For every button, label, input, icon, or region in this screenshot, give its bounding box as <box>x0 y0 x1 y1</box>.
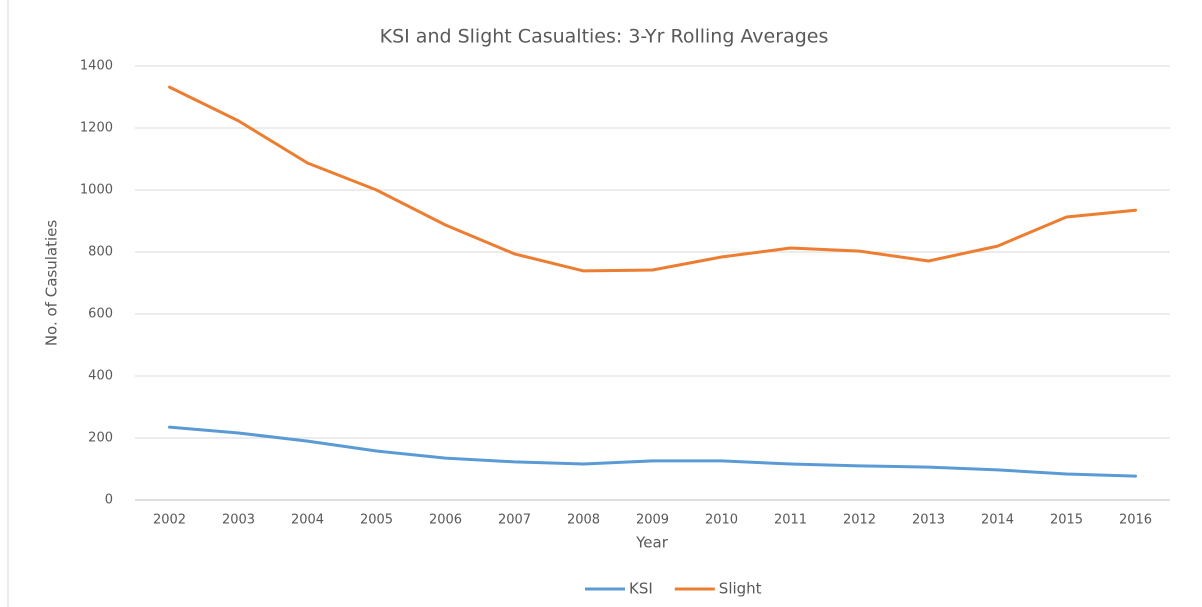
y-tick-label: 800 <box>88 245 113 260</box>
series-line <box>168 85 1137 273</box>
x-tick-label: 2003 <box>222 513 255 528</box>
y-tick-label: 600 <box>88 307 113 322</box>
y-tick-label: 1400 <box>80 59 113 74</box>
series-line <box>168 425 1137 478</box>
x-tick-label: 2004 <box>291 513 324 528</box>
chart-title: KSI and Slight Casualties: 3-Yr Rolling … <box>380 26 829 48</box>
x-tick-label: 2006 <box>429 513 462 528</box>
x-axis-label: Year <box>635 534 669 552</box>
y-tick-label: 200 <box>88 431 113 446</box>
x-tick-label: 2010 <box>705 513 738 528</box>
x-tick-label: 2014 <box>981 513 1014 528</box>
x-tick-label: 2016 <box>1119 513 1152 528</box>
x-tick-label: 2009 <box>636 513 669 528</box>
x-tick-label: 2012 <box>843 513 876 528</box>
legend-label: KSI <box>629 580 653 598</box>
y-tick-label: 0 <box>105 493 113 508</box>
x-tick-label: 2013 <box>912 513 945 528</box>
y-axis-label: No. of Casulaties <box>43 220 61 347</box>
x-tick-label: 2011 <box>774 513 807 528</box>
x-tick-label: 2007 <box>498 513 531 528</box>
x-tick-label: 2015 <box>1050 513 1083 528</box>
y-tick-label: 1000 <box>80 183 113 198</box>
y-tick-label: 1200 <box>80 121 113 136</box>
x-tick-label: 2005 <box>360 513 393 528</box>
x-tick-label: 2002 <box>153 513 186 528</box>
x-tick-label: 2008 <box>567 513 600 528</box>
y-tick-label: 400 <box>88 369 113 384</box>
legend-label: Slight <box>719 580 762 598</box>
